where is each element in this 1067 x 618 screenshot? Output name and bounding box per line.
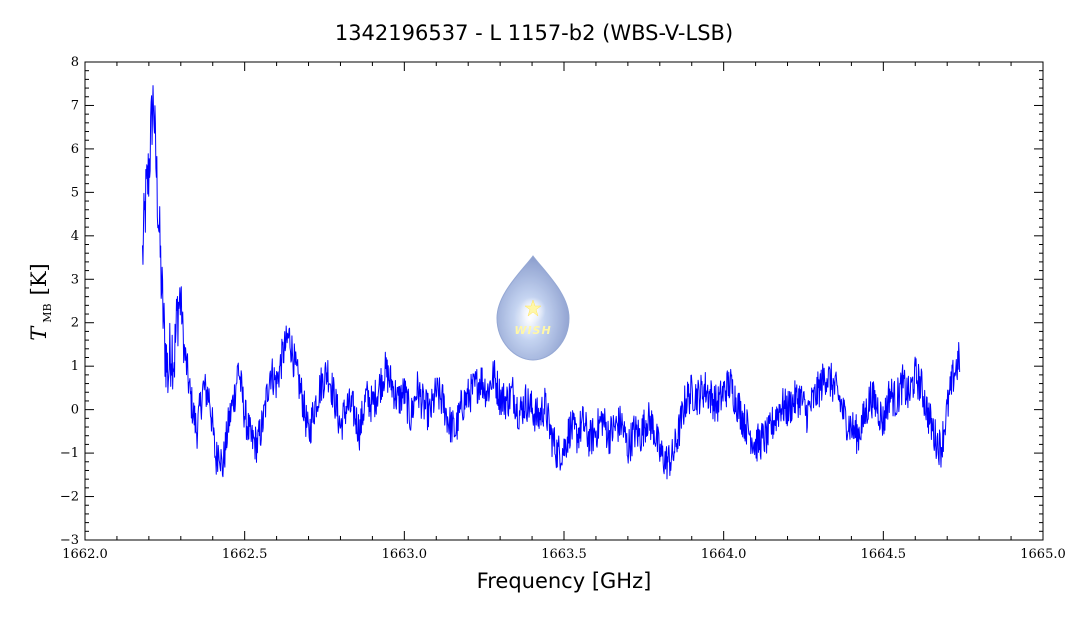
x-tick-label: 1663.5	[541, 547, 587, 562]
x-tick-label: 1664.0	[701, 547, 747, 562]
y-tick-label: 1	[71, 359, 79, 374]
x-tick-label: 1662.5	[222, 547, 268, 562]
y-tick-label: 4	[71, 229, 79, 244]
x-tick-label: 1662.0	[62, 547, 108, 562]
y-axis-label-unit: [K]	[27, 263, 51, 295]
y-tick-label: 7	[71, 98, 79, 113]
x-axis-label: Frequency [GHz]	[477, 569, 652, 593]
x-tick-label: 1665.0	[1020, 547, 1066, 562]
y-tick-label: −1	[60, 446, 79, 461]
y-tick-label: 2	[71, 316, 79, 331]
svg-text:T MB [K]: T MB [K]	[27, 263, 55, 340]
x-tick-label: 1664.5	[861, 547, 907, 562]
y-tick-label: 6	[71, 142, 79, 157]
y-tick-labels: −3 −2 −1 0 1 2 3 4 5 6 7 8	[60, 55, 79, 548]
chart-title: 1342196537 - L 1157-b2 (WBS-V-LSB)	[335, 21, 733, 45]
y-tick-label: 8	[71, 55, 79, 70]
x-tick-labels: 1662.0 1662.5 1663.0 1663.5 1664.0 1664.5 1665…	[62, 547, 1066, 562]
wish-logo: WISH	[497, 256, 569, 360]
y-tick-label: −3	[60, 533, 79, 548]
y-axis-label: T MB [K]	[27, 263, 55, 340]
y-tick-label: 5	[71, 185, 79, 200]
y-tick-label: −2	[60, 490, 79, 505]
logo-text: WISH	[514, 324, 551, 337]
x-tick-label: 1663.0	[382, 547, 428, 562]
y-tick-label: 0	[71, 403, 79, 418]
y-tick-label: 3	[71, 272, 79, 287]
y-axis-label-main: T	[27, 325, 51, 341]
y-axis-label-sub: MB	[41, 303, 54, 322]
